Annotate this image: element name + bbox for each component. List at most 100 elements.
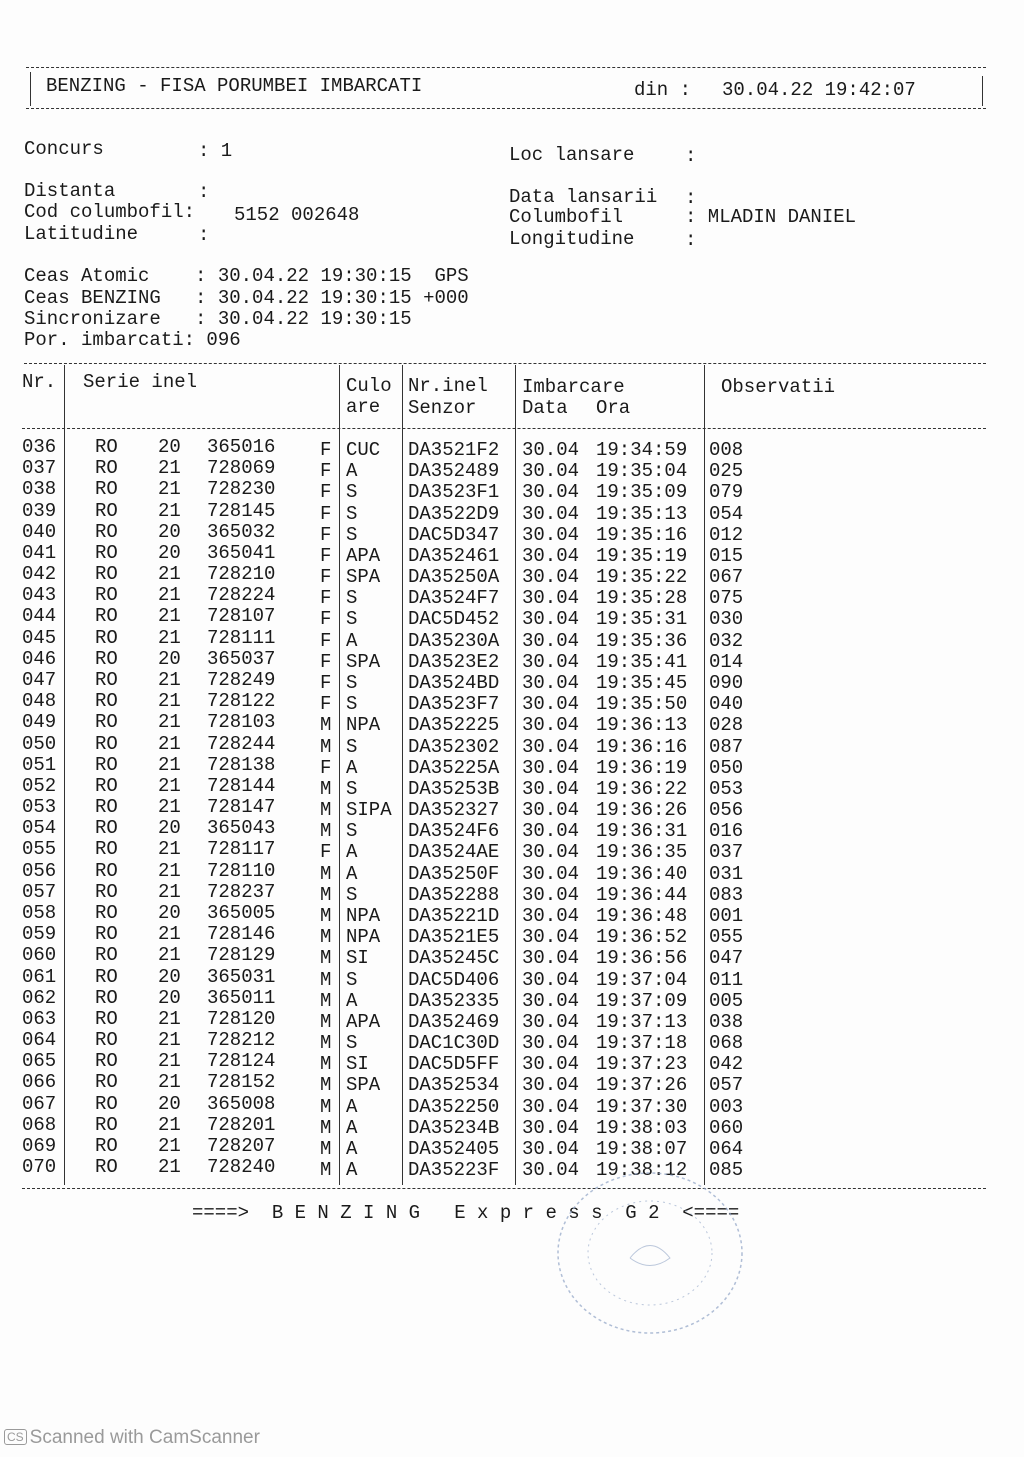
loc-value: : [685,145,697,167]
cell-nr: 044 [22,605,57,628]
table-row: 059 RO 21 728146 M NPA DA3521E5 30.04 19:36:52 05… [0,923,1024,948]
cell-observatii: 038 [709,1010,744,1033]
cell-nr: 051 [22,753,57,776]
table-row: 045 RO 21 728111 F A DA35230A 30.04 19:35:36 032 [0,626,1024,652]
table-row: 038 RO 21 728230 F S DA3523F1 30.04 19:35:09 079 [0,478,1024,503]
cell-year: 21 [158,457,181,480]
cell-date: 30.04 [522,608,580,631]
cell-sensor: DA3524F6 [408,820,500,843]
cell-ring-number: 728122 [207,690,276,713]
cell-observatii: 031 [709,862,744,885]
cell-time: 19:35:45 [596,671,688,694]
cell-ring-number: 728244 [207,732,276,755]
cell-ring-number: 728117 [207,838,276,861]
cell-color: S [346,777,358,800]
cell-nr: 060 [22,944,57,967]
cell-time: 19:36:26 [596,799,688,822]
cell-observatii: 005 [709,989,744,1012]
cell-sensor: DA3524AE [408,841,500,864]
cod-value: 5152 002648 [234,204,360,226]
cell-year: 21 [158,732,181,755]
cell-observatii: 037 [709,841,744,864]
cell-observatii: 083 [709,883,744,906]
cell-year: 21 [158,838,181,861]
cell-year: 21 [158,1029,181,1052]
cell-country: RO [95,647,118,670]
cell-country: RO [95,859,118,882]
divider [26,67,986,68]
cell-observatii: 054 [709,502,744,525]
cell-country: RO [95,436,118,458]
cell-country: RO [95,901,118,924]
latitudine-label: Latitudine [24,223,139,245]
cell-time: 19:36:48 [596,904,688,927]
cell-sensor: DA3523E2 [408,650,500,673]
cell-sensor: DA35234B [408,1116,500,1139]
cell-ring-number: 728210 [207,563,276,586]
cell-sensor: DA35221D [408,904,500,927]
cell-country: RO [95,499,118,522]
cell-country: RO [95,838,118,861]
cell-observatii: 075 [709,587,744,610]
cell-observatii: 053 [709,777,744,800]
cell-observatii: 055 [709,926,744,949]
cell-country: RO [95,1050,118,1073]
cell-ring-number: 365041 [207,541,276,564]
cell-sex: M [320,1010,332,1033]
cell-date: 30.04 [522,968,580,991]
cell-year: 21 [158,923,181,946]
cell-nr: 041 [22,541,57,564]
cell-date: 30.04 [522,502,580,525]
sincronizare: Sincronizare : 30.04.22 19:30:15 [24,308,412,330]
cell-sex: F [320,629,332,652]
cell-observatii: 001 [709,904,744,927]
concurs-label: Concurs [24,138,104,160]
cell-color: S [346,502,358,525]
cell-sex: F [320,587,332,610]
table-row: 049 RO 21 728103 M NPA DA352225 30.04 19:36:13 02… [0,711,1024,736]
cell-observatii: 008 [709,439,744,461]
cell-nr: 065 [22,1050,57,1073]
cell-time: 19:37:23 [596,1053,688,1076]
table-row: 066 RO 21 728152 M SPA DA352534 30.04 19:37:26 05… [0,1071,1024,1096]
divider [704,365,705,1185]
cell-time: 19:36:44 [596,883,688,906]
cell-year: 21 [158,499,181,522]
cell-country: RO [95,796,118,819]
cell-ring-number: 728201 [207,1113,276,1136]
cell-date: 30.04 [522,841,580,864]
cell-date: 30.04 [522,820,580,843]
cell-color: S [346,968,358,991]
cell-country: RO [95,690,118,713]
cell-year: 21 [158,563,181,586]
divider [339,365,340,1185]
cell-country: RO [95,563,118,586]
cell-nr: 042 [22,563,57,586]
cell-country: RO [95,668,118,691]
cell-date: 30.04 [522,1053,580,1076]
cell-nr: 056 [22,859,57,882]
cell-ring-number: 728237 [207,880,276,903]
cell-nr: 046 [22,647,57,670]
cell-sex: F [320,841,332,864]
cell-color: NPA [346,714,381,737]
cell-nr: 057 [22,880,57,903]
header-nr: Nr. [22,371,57,393]
por-imbarcati: Por. imbarcati: 096 [24,329,241,351]
cell-nr: 053 [22,796,57,819]
cell-color: A [346,862,358,885]
cell-sex: M [320,883,332,906]
cell-time: 19:34:59 [596,439,688,461]
cell-ring-number: 728240 [207,1156,276,1179]
cell-sex: M [320,926,332,949]
table-row: 046 RO 20 365037 F SPA DA3523E2 30.04 19:35:41 01… [0,647,1024,673]
cell-time: 19:36:31 [596,820,688,843]
table-row: 070 RO 21 728240 M A DA35223F 30.04 19:38:12 085 [0,1156,1024,1181]
header-culoare-2: are [346,396,381,418]
cell-time: 19:38:07 [596,1137,688,1160]
camscanner-watermark: CS Scanned with CamScanner [4,1427,260,1449]
cell-sensor: DA352250 [408,1095,500,1118]
cell-ring-number: 728152 [207,1071,276,1094]
cell-year: 21 [158,626,181,649]
cell-year: 21 [158,605,181,628]
